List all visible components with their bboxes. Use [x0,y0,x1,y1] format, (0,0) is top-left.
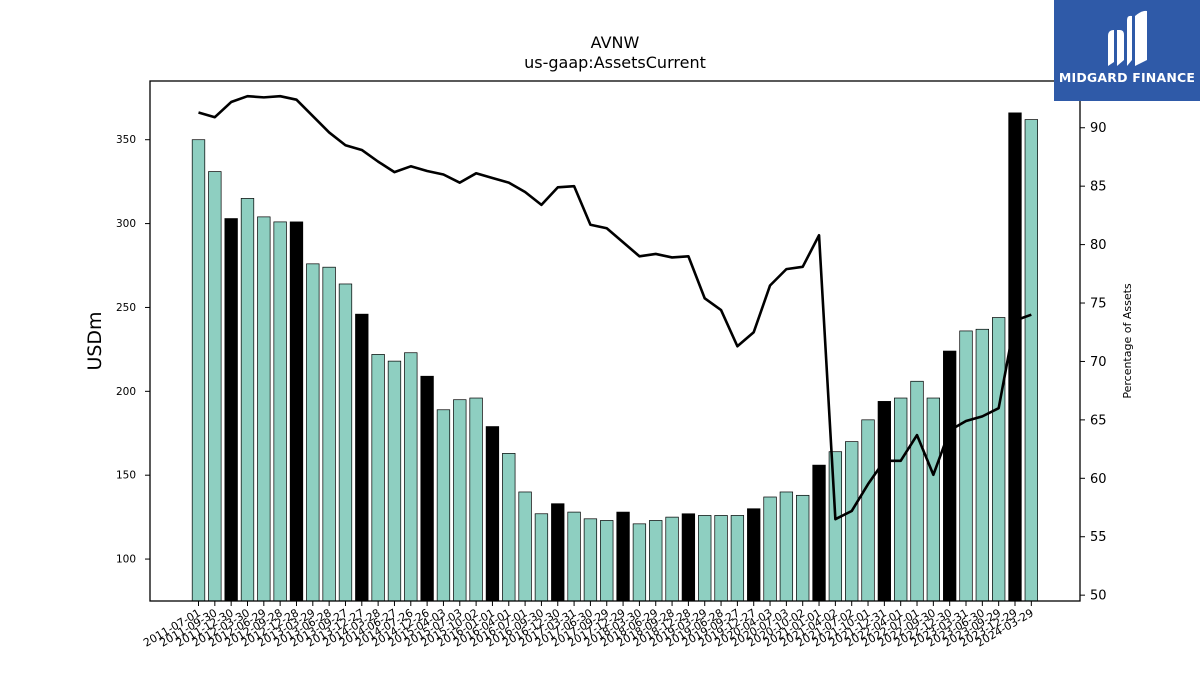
bar [191,139,206,602]
bar [632,523,647,602]
bar [420,375,434,602]
bar [338,283,353,602]
bar [404,352,418,602]
y-axis-label: USDm [84,311,106,370]
left-axis: 100 150 200 250 300 350 [116,134,150,566]
bar [992,317,1006,602]
y-tick-label: 350 [116,134,136,146]
bar [289,221,304,602]
bar [975,328,989,602]
bar [240,198,255,602]
bar [779,491,794,602]
brand-logo: MIDGARD FINANCE [1054,0,1200,101]
bars [191,112,1038,602]
logo-mark-icon [1108,10,1147,66]
bar [796,494,810,602]
bar [894,397,908,602]
bar [387,360,402,602]
y2-tick-label: 90 [1090,121,1107,136]
bar [730,515,745,602]
bar [763,496,777,602]
bar [355,313,369,602]
bar [600,520,614,602]
bar [812,464,826,602]
bar [926,397,940,602]
y2-tick-label: 65 [1090,413,1107,428]
bar [714,515,728,602]
bar [371,354,385,602]
bar [502,453,516,602]
plot-frame [149,80,1081,602]
bar [436,409,451,602]
brand-name: MIDGARD FINANCE [1058,70,1196,85]
bar [1024,119,1038,602]
bar [534,513,549,602]
y2-tick-label: 85 [1090,180,1107,195]
bar [698,515,712,602]
bar [257,216,271,602]
y2-tick-label: 70 [1090,355,1107,370]
y2-tick-label: 60 [1090,472,1107,487]
bar [828,451,843,602]
y2-tick-label: 55 [1090,530,1107,545]
bar [845,441,859,602]
bar [551,503,565,602]
bar [649,520,663,602]
bar [616,511,630,602]
bar [567,511,581,602]
bar [681,513,696,602]
bar [910,380,924,602]
bar [518,491,532,602]
bar [453,399,467,602]
bar [747,508,761,602]
bar [877,401,892,602]
bar [322,266,336,602]
bar [306,263,320,602]
y-tick-label: 250 [116,302,136,314]
right-axis: 50 55 60 65 70 75 80 85 90 [1080,121,1107,604]
bar [485,426,500,602]
line-series [198,94,1032,521]
bar [1008,112,1022,602]
bar [861,419,875,602]
y-tick-label: 300 [116,218,136,230]
bar [469,397,483,602]
y2-tick-label: 50 [1090,589,1107,604]
percentage-line [198,94,1032,521]
bar [943,350,957,602]
bar [273,221,287,602]
y-tick-label: 100 [116,554,136,566]
y2-tick-label: 75 [1090,297,1107,312]
bar [583,518,598,602]
y2-tick-label: 80 [1090,238,1107,253]
y-tick-label: 150 [116,470,136,482]
y-tick-label: 200 [116,386,136,398]
bar [959,330,973,602]
y2-axis-label: Percentage of Assets [1121,283,1134,399]
bar [665,516,679,602]
bar [208,171,222,602]
chart-subtitle: us-gaap:AssetsCurrent [524,53,706,72]
x-axis: 2011-07-012011-09-302011-12-302012-03-30… [141,601,1036,650]
chart-title: AVNW [591,33,640,52]
bar [224,218,238,602]
